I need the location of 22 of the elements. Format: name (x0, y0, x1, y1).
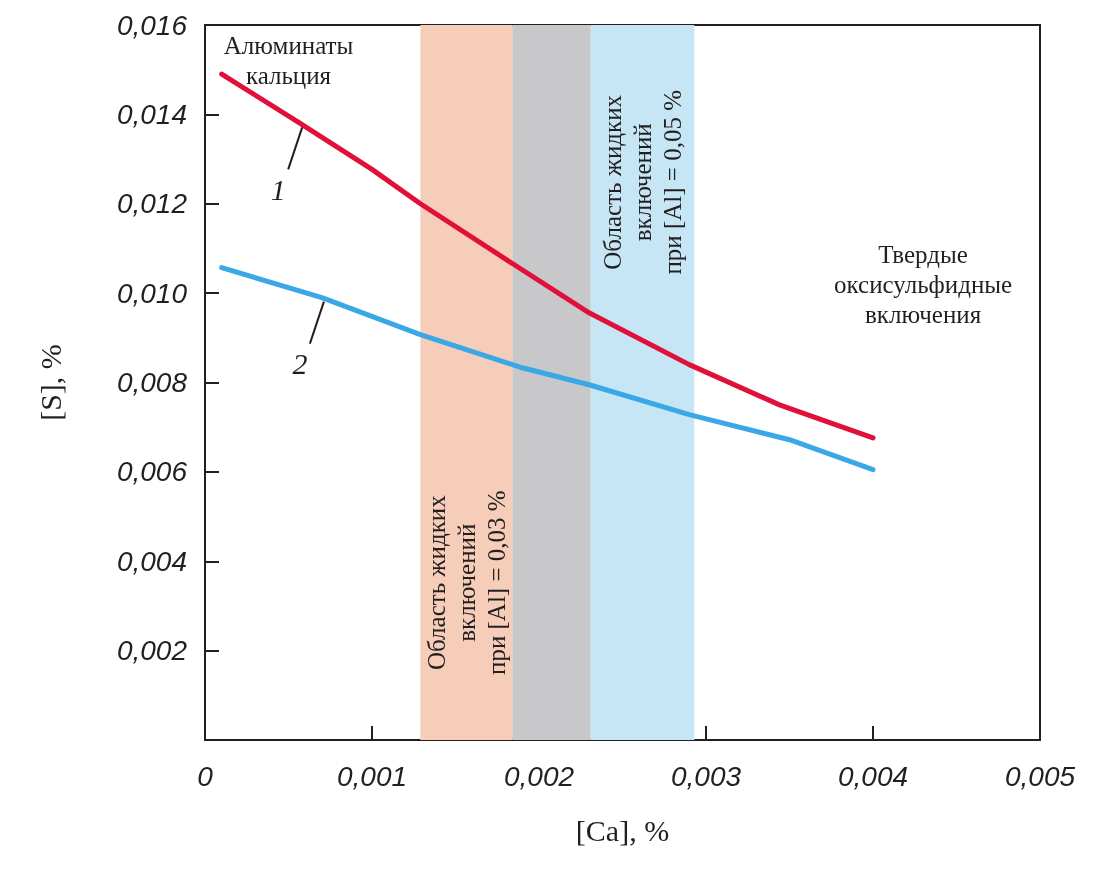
band-label: Область жидких включений при [Al] = 0,05 % (599, 90, 687, 275)
y-tick-label: 0,014 (116, 98, 187, 130)
x-tick-label: 0,005 (1004, 760, 1076, 792)
y-tick-label: 0,004 (116, 545, 187, 577)
annotation: Твердые оксисульфидные включения (834, 240, 1013, 328)
y-tick-label: 0,008 (116, 367, 188, 398)
annotation: Алюминаты кальция (223, 32, 354, 90)
series-label: 2 (292, 347, 308, 381)
x-tick-label: 0,004 (837, 760, 909, 792)
y-tick-label: 0,010 (116, 277, 188, 309)
band-label: Область жидких включений при [Al] = 0,03 % (422, 490, 510, 675)
x-tick-label: 0,003 (670, 760, 742, 792)
y-tick-label: 0,012 (116, 188, 188, 220)
y-tick-label: 0,016 (116, 9, 188, 41)
x-tick-label: 0,001 (336, 760, 408, 792)
x-tick-label: 0,002 (503, 760, 575, 792)
series-label: 1 (270, 172, 286, 206)
x-axis-title: [Ca], % (575, 813, 670, 847)
y-tick-label: 0,006 (116, 456, 188, 488)
y-axis-title: [S], % (33, 344, 67, 421)
y-tick-label: 0,002 (116, 635, 188, 667)
x-tick-label: 0 (197, 760, 214, 792)
